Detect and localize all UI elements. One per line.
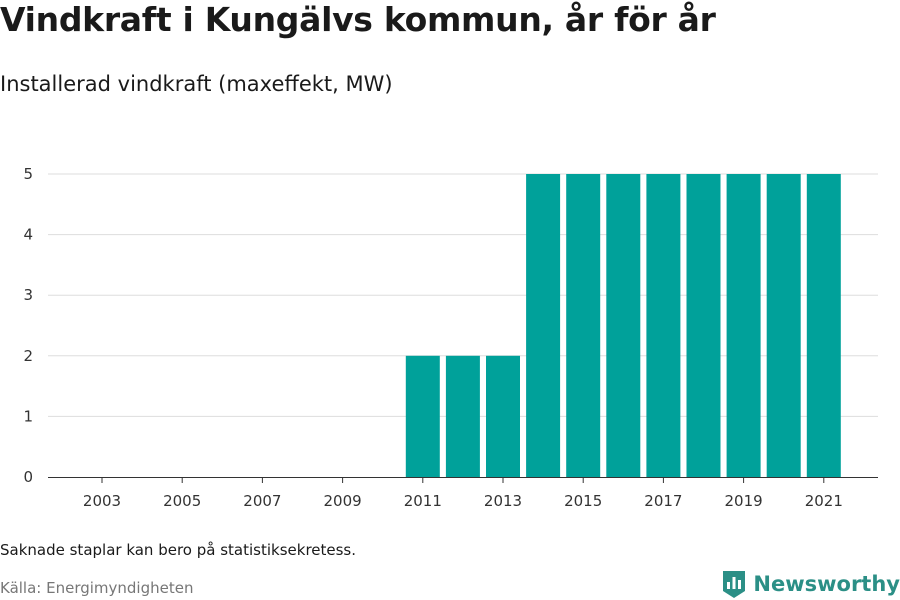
- bars: [405, 174, 841, 477]
- x-tick-label: 2017: [644, 492, 682, 510]
- bar-2012: [445, 355, 480, 477]
- y-tick-label: 4: [23, 226, 33, 244]
- bar-2015: [566, 174, 601, 477]
- bar-2018: [686, 174, 721, 477]
- bar-2020: [766, 174, 801, 477]
- brand-name: Newsworthy: [753, 572, 900, 596]
- bar-2011: [405, 355, 440, 477]
- x-tick-label: 2013: [484, 492, 522, 510]
- y-tick-label: 3: [23, 286, 33, 304]
- y-tick-label: 1: [23, 407, 33, 425]
- axes: 0 1 2 3 4 5 2003 2005 2007 2009 2011 2013 2015 2017 20…: [23, 165, 878, 510]
- footnote: Saknade staplar kan bero på statistiksek…: [0, 541, 357, 559]
- x-tick-label: 2011: [404, 492, 442, 510]
- x-tick-label: 2003: [83, 492, 121, 510]
- bar-2021: [806, 174, 841, 477]
- y-tick-label: 2: [23, 347, 33, 365]
- x-tick-label: 2015: [564, 492, 602, 510]
- x-tick-label: 2019: [725, 492, 763, 510]
- y-tick-label: 5: [23, 165, 33, 183]
- bar-2019: [726, 174, 761, 477]
- bar-2017: [646, 174, 681, 477]
- y-tick-label: 0: [23, 468, 33, 486]
- source-credit: Källa: Energimyndigheten: [0, 579, 194, 597]
- bar-chart-badge-icon: [723, 571, 746, 598]
- brand-logo: Newsworthy: [721, 568, 900, 600]
- chart-title: Vindkraft i Kungälvs kommun, år för år: [0, 0, 716, 39]
- x-tick-label: 2005: [163, 492, 201, 510]
- x-tick-label: 2007: [243, 492, 281, 510]
- x-tick-label: 2009: [324, 492, 362, 510]
- bar-2013: [486, 355, 520, 477]
- x-tick-label: 2021: [805, 492, 843, 510]
- bar-2016: [606, 174, 641, 477]
- bar-2014: [526, 174, 561, 477]
- chart-subtitle: Installerad vindkraft (maxeffekt, MW): [0, 72, 393, 96]
